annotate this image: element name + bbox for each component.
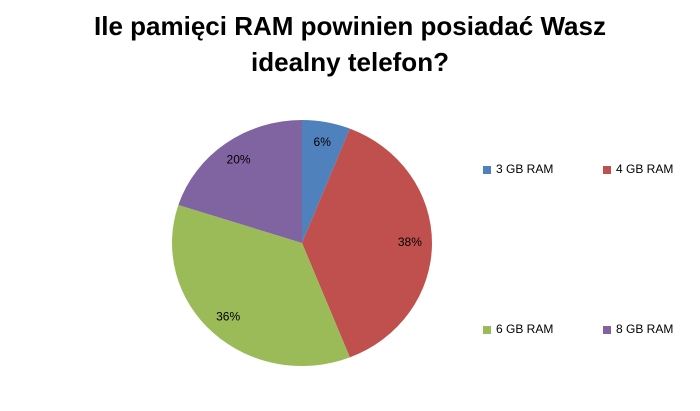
legend-label: 4 GB RAM: [616, 162, 673, 176]
legend-label: 3 GB RAM: [496, 162, 553, 176]
legend-swatch: [603, 166, 611, 174]
legend-swatch: [603, 326, 611, 334]
pie-slice: [302, 120, 350, 243]
legend-label: 6 GB RAM: [496, 322, 553, 336]
legend-swatch: [483, 166, 491, 174]
data-label: 36%: [216, 310, 240, 324]
pie-slice: [302, 128, 432, 358]
data-label: 38%: [398, 235, 422, 249]
chart-title: Ile pamięci RAM powinien posiadać Wasz i…: [94, 11, 606, 77]
data-label: 20%: [227, 153, 251, 167]
pie-slice: [178, 120, 302, 243]
data-label: 6%: [314, 135, 332, 149]
legend-swatch: [483, 326, 491, 334]
legend-label: 8 GB RAM: [616, 322, 673, 336]
pie-slice: [171, 204, 350, 366]
